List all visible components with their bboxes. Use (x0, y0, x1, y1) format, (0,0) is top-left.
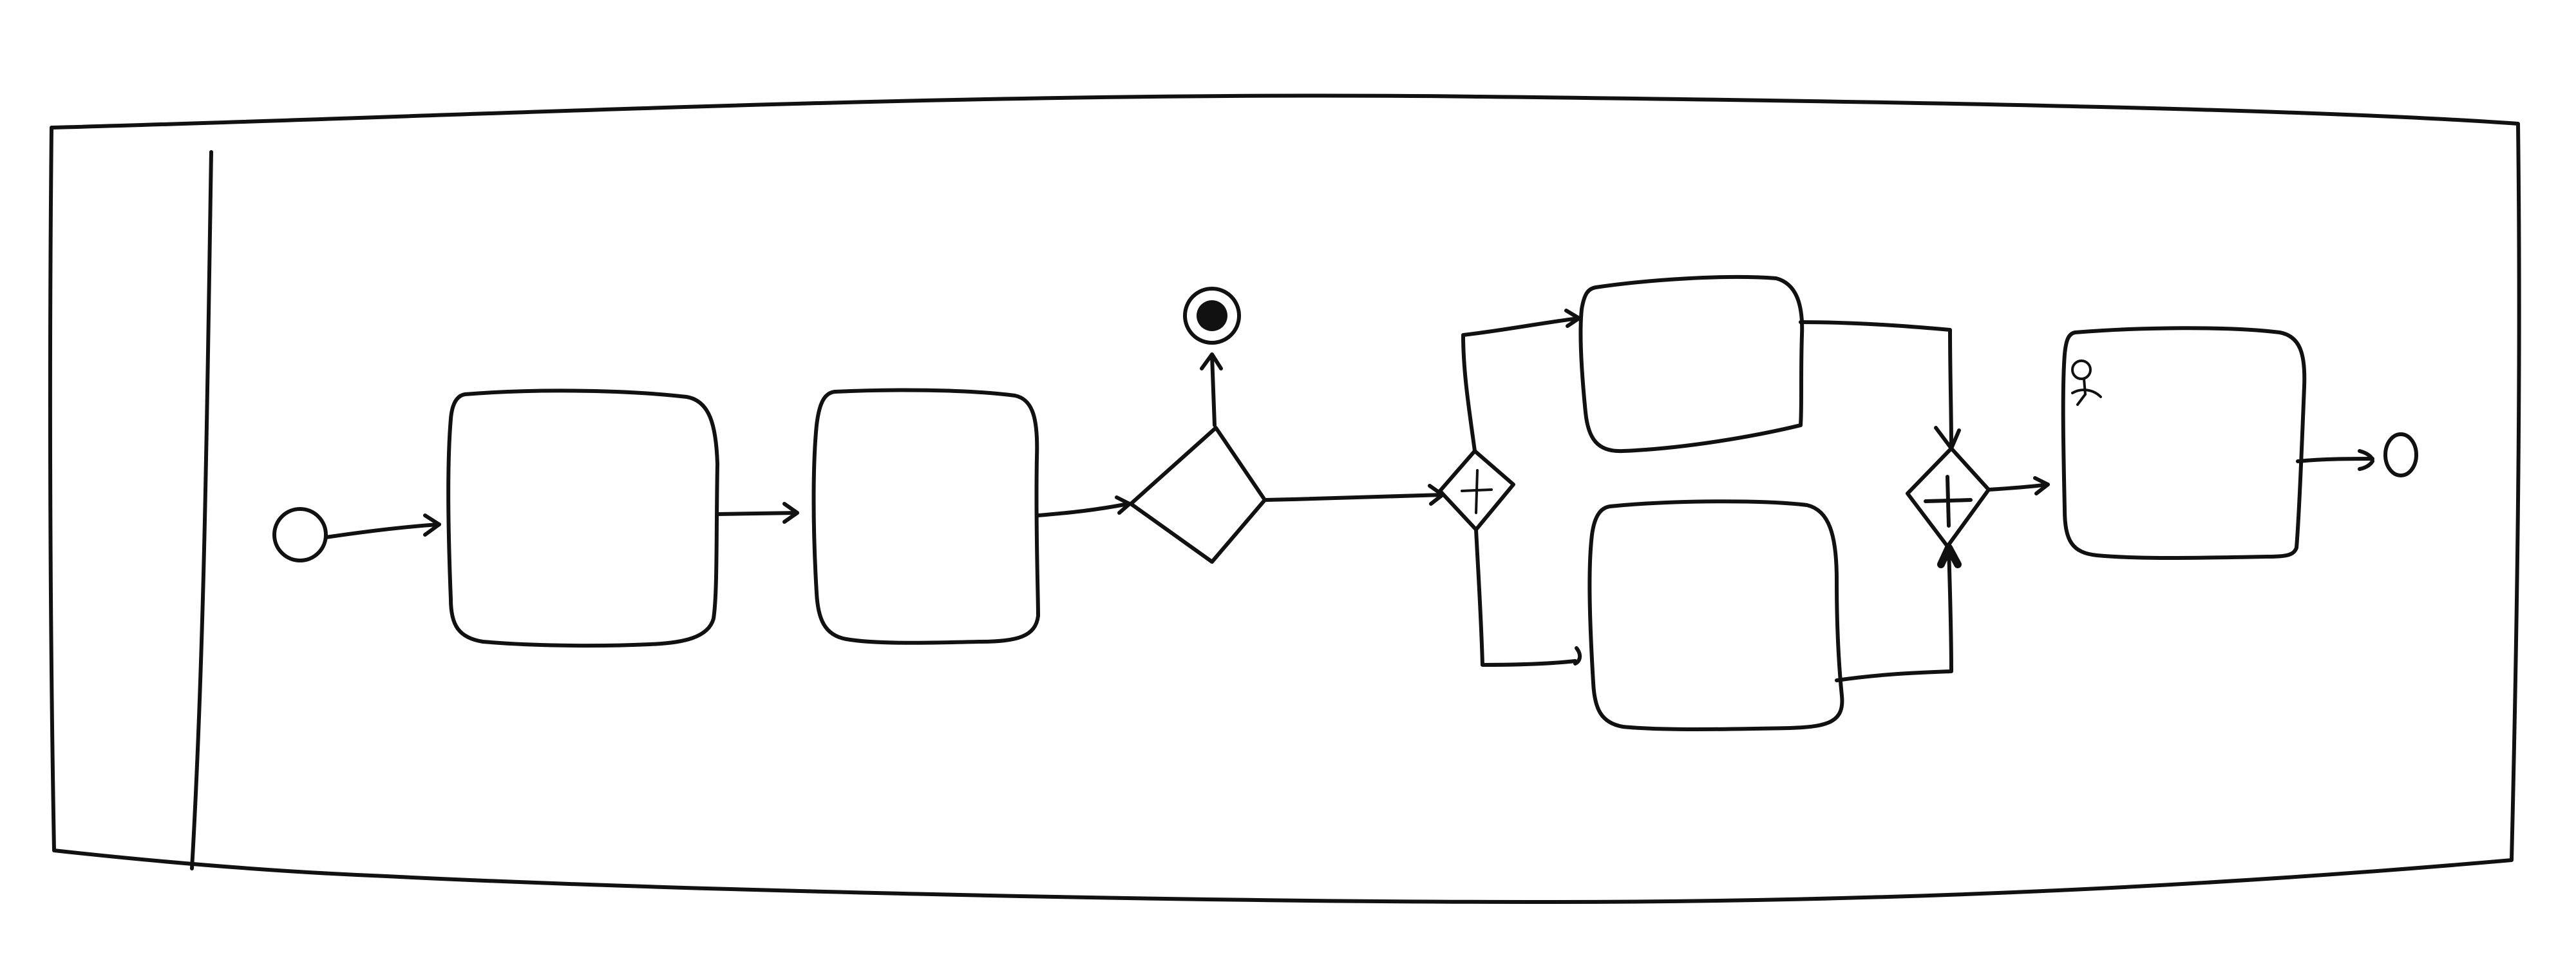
pool-lane-divider (190, 150, 213, 870)
start-event (272, 507, 328, 562)
flow-upper-join (1799, 320, 1961, 450)
flow-xor-andsplit (1263, 484, 1444, 506)
exclusive-gateway (1129, 426, 1267, 564)
parallel-gateway-join (1906, 446, 1991, 548)
terminate-end-event (1183, 287, 1241, 345)
flow-xor-terminate (1200, 352, 1223, 427)
pool (48, 93, 2521, 904)
user-icon (2071, 360, 2102, 406)
flow-split-lower (1474, 528, 1582, 667)
pool-border (48, 93, 2521, 904)
parallel-join-diamond (1906, 446, 1991, 548)
end-event (2383, 432, 2418, 477)
flow-task1-task2 (715, 502, 799, 524)
parallel-split-plus-h (1461, 488, 1493, 492)
flow-join-usertask (1987, 476, 2050, 495)
terminate-end-fill (1197, 300, 1227, 331)
terminate-end-outer-circle (1183, 287, 1241, 345)
parallel-join-plus-h (1924, 498, 1973, 503)
parallel-gateway-split (1438, 449, 1515, 532)
task-2 (811, 388, 1040, 645)
flow-split-upper (1461, 309, 1581, 453)
flow-lower-join (1835, 544, 1962, 682)
task-lower (1587, 499, 1844, 731)
flow-start-task1 (324, 513, 441, 539)
task-upper (1578, 274, 1804, 454)
flow-usertask-end (2296, 449, 2374, 471)
task-1 (446, 388, 719, 648)
flow-task2-xor (1036, 495, 1132, 517)
user-task (2061, 326, 2307, 560)
user-task-box (2061, 326, 2307, 560)
